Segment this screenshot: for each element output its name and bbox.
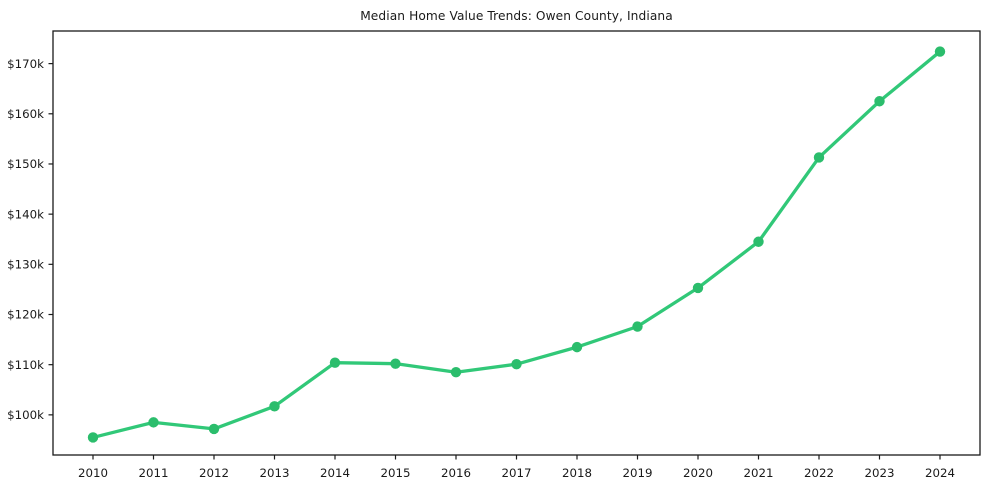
y-axis-tick-label: $120k — [7, 308, 44, 322]
data-point — [148, 417, 159, 428]
y-axis-tick-label: $100k — [7, 408, 44, 422]
series-line — [91, 49, 942, 440]
x-axis-tick-label: 2017 — [501, 466, 531, 480]
chart-title: Median Home Value Trends: Owen County, I… — [360, 9, 673, 23]
x-axis-tick-label: 2014 — [320, 466, 350, 480]
y-axis-tick-label: $130k — [7, 258, 44, 272]
x-axis-tick-label: 2023 — [864, 466, 894, 480]
x-axis-tick-label: 2019 — [622, 466, 652, 480]
x-axis-tick-label: 2020 — [683, 466, 713, 480]
data-point — [571, 341, 583, 353]
data-point — [329, 357, 341, 368]
data-point — [874, 96, 885, 107]
data-point — [632, 321, 643, 332]
y-axis-tick-label: $110k — [7, 358, 44, 372]
data-point — [692, 282, 704, 294]
data-point — [87, 432, 99, 443]
data-point — [390, 358, 401, 369]
x-axis-tick-label: 2012 — [199, 466, 229, 480]
y-axis-tick-label: $140k — [7, 207, 44, 221]
x-axis-tick-label: 2016 — [441, 466, 471, 480]
x-axis-tick-label: 2010 — [78, 466, 108, 480]
data-point — [269, 401, 280, 412]
data-point — [753, 236, 764, 247]
x-axis-tick-label: 2018 — [562, 466, 592, 480]
data-point — [934, 46, 946, 57]
x-axis-tick-label: 2013 — [259, 466, 289, 480]
x-axis-tick-label: 2024 — [925, 466, 955, 480]
data-point — [450, 367, 462, 378]
y-axis-tick-label: $170k — [7, 57, 44, 71]
data-point — [208, 423, 220, 435]
x-axis-tick-label: 2011 — [138, 466, 168, 480]
x-axis-tick-label: 2021 — [743, 466, 773, 480]
y-axis-tick-label: $150k — [7, 157, 44, 171]
y-axis-tick-label: $160k — [7, 107, 44, 121]
data-point — [511, 358, 522, 370]
data-point — [813, 152, 825, 163]
x-axis-tick-label: 2022 — [804, 466, 834, 480]
plot-frame — [52, 30, 981, 456]
x-axis-tick-label: 2015 — [380, 466, 410, 480]
